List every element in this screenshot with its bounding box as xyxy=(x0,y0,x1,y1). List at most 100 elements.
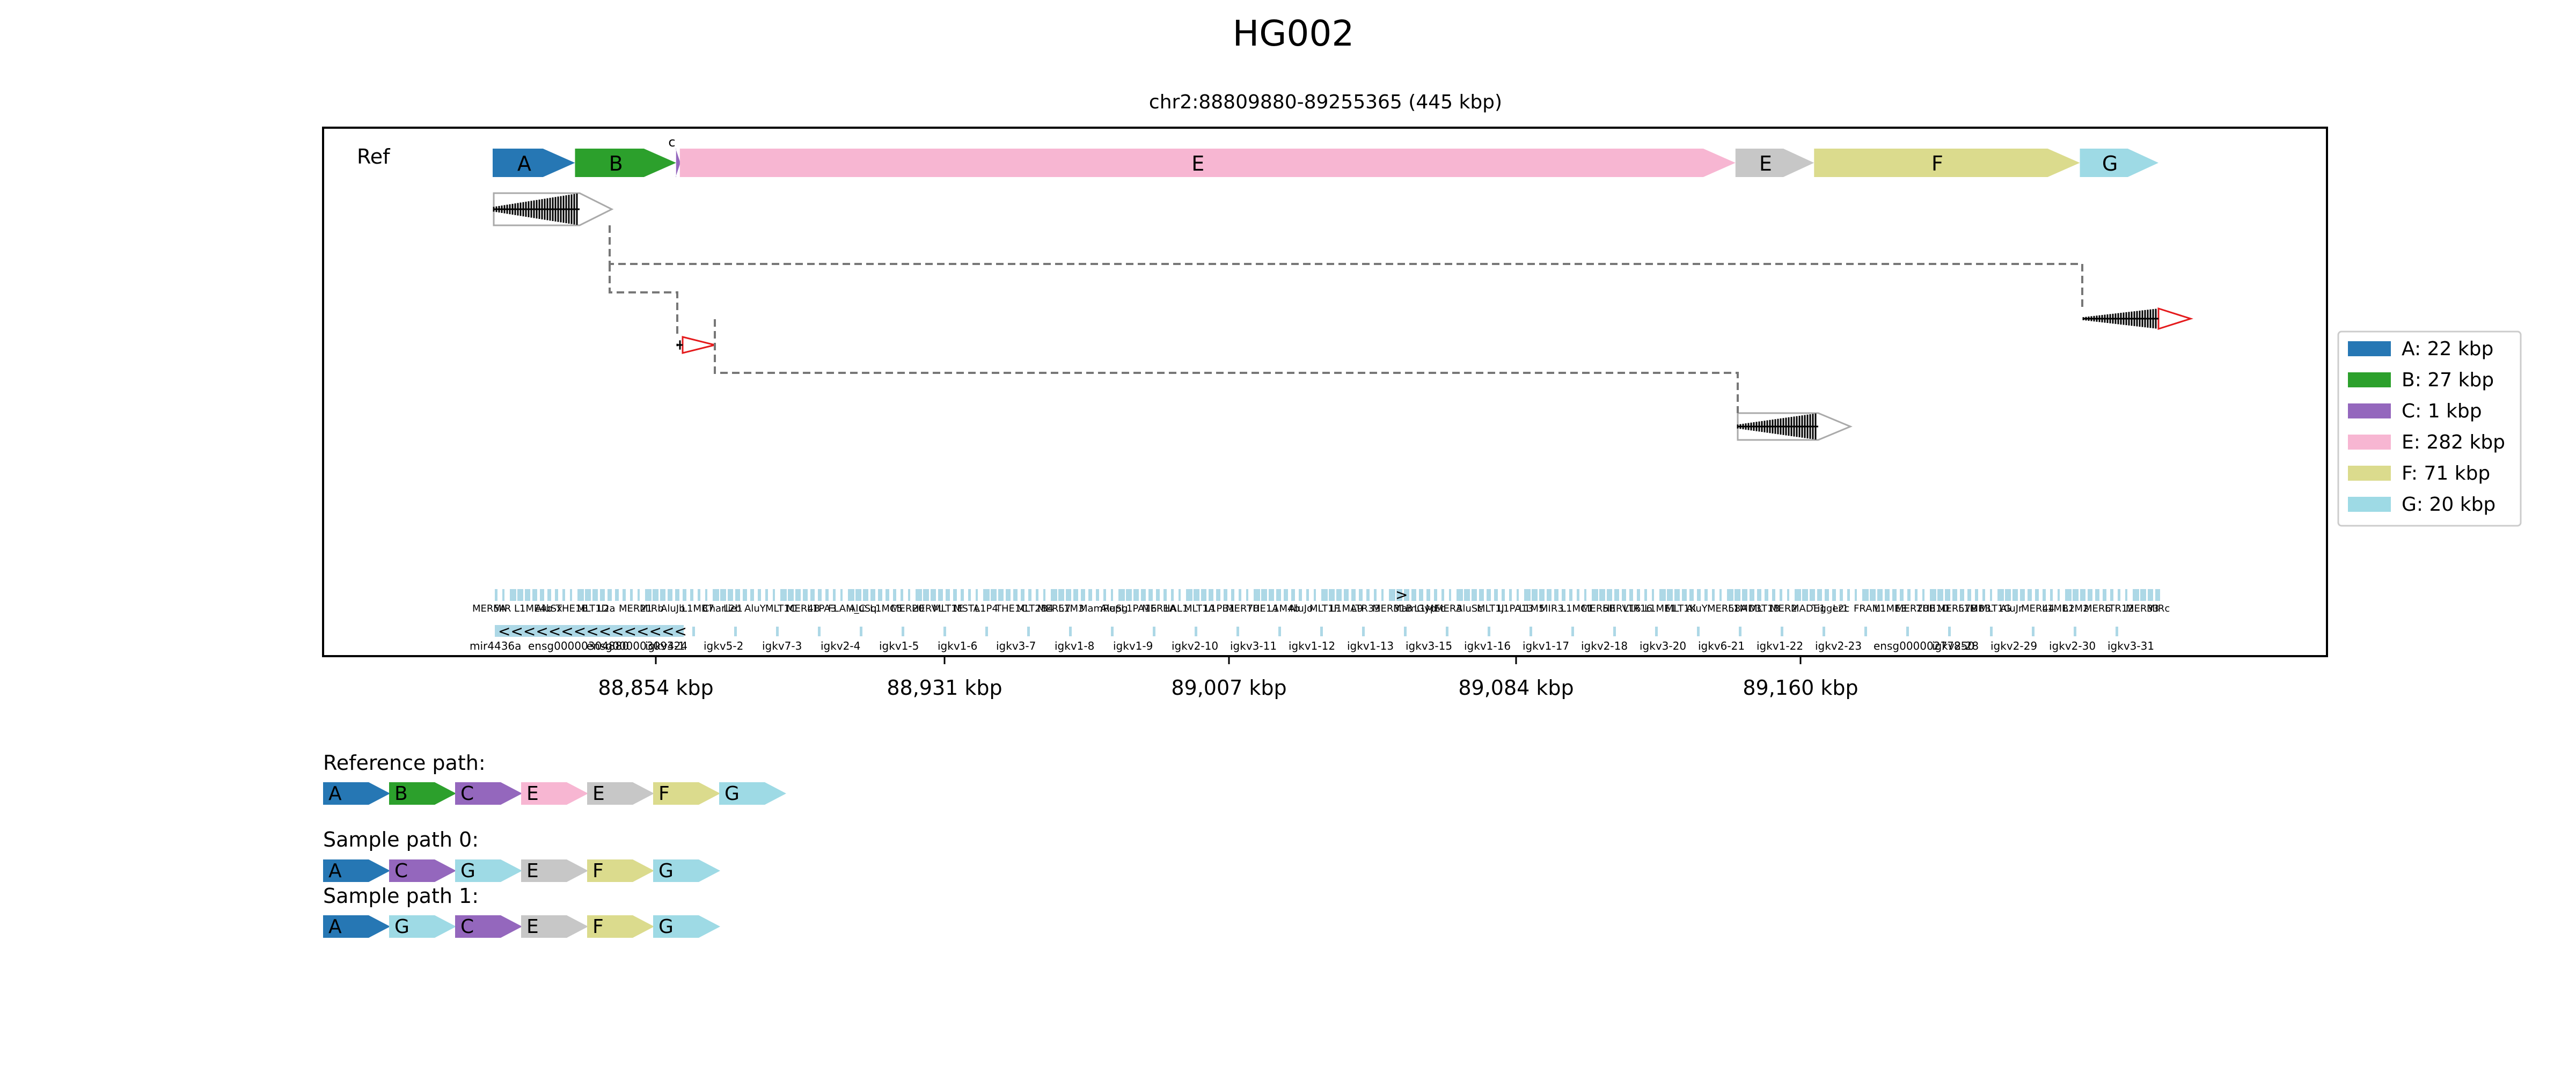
repeat-block xyxy=(1036,589,1038,601)
repeat-block xyxy=(901,589,903,601)
repeat-label: L1PB1 xyxy=(1205,603,1235,614)
repeat-label: MER21 xyxy=(619,603,652,614)
repeat-block xyxy=(577,589,584,601)
repeat-block xyxy=(1411,589,1416,601)
repeat-block xyxy=(1291,589,1295,601)
repeat-block xyxy=(1945,589,1950,601)
repeat-block xyxy=(1840,589,1843,601)
gene-block xyxy=(495,625,684,637)
repeat-block xyxy=(1066,589,1071,601)
repeat-block xyxy=(638,589,640,601)
repeat-label: L1MA9 xyxy=(1330,603,1363,614)
legend-label: G: 20 kbp xyxy=(2402,494,2496,516)
gene-label: igkv2-4 xyxy=(821,640,860,652)
repeat-block xyxy=(1111,589,1113,601)
repeat-block xyxy=(1148,589,1153,601)
read-outline xyxy=(682,336,715,354)
repeat-block xyxy=(1757,589,1761,601)
x-axis-ticks: 88,854 kbp 88,931 kbp 89,007 kbp 89,084 kbp… xyxy=(598,656,1858,700)
repeat-block xyxy=(2133,589,2139,601)
repeat-block xyxy=(1847,589,1850,601)
gene-block xyxy=(692,627,695,636)
gene-block xyxy=(1864,627,1867,636)
repeat-block xyxy=(1659,589,1666,601)
segment-label-e: E xyxy=(1191,152,1204,175)
repeat-block xyxy=(1539,589,1545,601)
repeat-block xyxy=(1772,589,1775,601)
repeat-block xyxy=(698,589,700,601)
gene-label: igkv3-20 xyxy=(1640,640,1686,652)
x-tick-label: 89,007 kbp xyxy=(1171,676,1286,700)
repeat-label: AluSg xyxy=(1100,603,1128,614)
repeat-label: Tigger1 xyxy=(1811,603,1848,614)
repeat-block xyxy=(2005,589,2011,601)
repeat-block xyxy=(2088,589,2092,601)
path-segment xyxy=(455,915,522,938)
repeat-block xyxy=(1517,589,1519,601)
gene-label: igkv3-7 xyxy=(996,640,1036,652)
repeat-block xyxy=(1088,589,1092,601)
repeat-block xyxy=(1344,589,1349,601)
repeat-block xyxy=(570,589,572,601)
repeat-block xyxy=(1043,589,1045,601)
repeat-block xyxy=(810,589,815,601)
repeat-block xyxy=(803,589,808,601)
repeat-label: L1MEc xyxy=(1414,603,1445,614)
gene-block xyxy=(1153,627,1155,636)
repeat-block xyxy=(743,589,747,601)
path-label: Reference path: xyxy=(323,751,486,775)
repeat-label: MER57 xyxy=(1037,603,1071,614)
gene-block xyxy=(1781,627,1783,636)
repeat-block xyxy=(878,589,882,601)
path-segment-label: C xyxy=(394,860,408,882)
repeat-block xyxy=(1194,589,1199,601)
repeat-label: MLT1D xyxy=(577,603,609,614)
path-segment xyxy=(389,915,456,938)
repeat-label: MER5A xyxy=(472,603,507,614)
gene-block xyxy=(1739,627,1741,636)
repeat-label: L1P4 xyxy=(975,603,998,614)
repeat-label: THE1A xyxy=(1246,603,1279,614)
repeat-block xyxy=(1028,589,1031,601)
repeat-label: MIR xyxy=(493,603,511,614)
gene-block xyxy=(1488,627,1490,636)
segment-a xyxy=(493,149,575,177)
repeat-label: MLT1A xyxy=(1184,603,1216,614)
path-segment-label: C xyxy=(460,916,474,938)
repeat-block xyxy=(615,589,619,601)
gene-block xyxy=(1446,627,1448,636)
segment-e xyxy=(679,149,1736,177)
alignment-connector xyxy=(609,264,678,337)
repeat-block xyxy=(1231,589,1234,601)
path-segment xyxy=(455,859,522,882)
gene-block xyxy=(1320,627,1323,636)
gene-label: igkv1-9 xyxy=(1113,640,1153,652)
path-segment xyxy=(653,782,720,805)
repeat-block xyxy=(1276,589,1281,601)
legend-swatch xyxy=(2348,372,2391,387)
repeat-block xyxy=(885,589,889,601)
repeat-block xyxy=(517,589,523,601)
repeat-block xyxy=(1697,589,1701,601)
repeat-block xyxy=(1246,589,1248,601)
segment-c xyxy=(675,149,680,177)
repeat-block xyxy=(1990,589,1992,601)
repeat-block xyxy=(1487,589,1491,601)
repeat-label: MADE1 xyxy=(1791,603,1826,614)
repeat-label: L2c xyxy=(1833,603,1849,614)
gene-label: igkv6-21 xyxy=(1698,640,1745,652)
legend-label: E: 282 kbp xyxy=(2402,431,2505,453)
path-segment-label: G xyxy=(394,916,409,938)
repeat-block xyxy=(540,589,544,601)
repeat-block xyxy=(1982,589,1985,601)
repeat-block xyxy=(1562,589,1565,601)
path-segment-label: E xyxy=(592,783,605,805)
gene-label: igkv2-29 xyxy=(1990,640,2037,652)
read-outline xyxy=(2157,307,2193,330)
repeat-block xyxy=(1817,589,1822,601)
repeat-block xyxy=(547,589,551,601)
repeat-label: L1M5 xyxy=(1519,603,1545,614)
path-segment-label: E xyxy=(526,783,539,805)
repeat-label: L1M3 xyxy=(1058,603,1084,614)
legend-swatch xyxy=(2348,435,2391,450)
